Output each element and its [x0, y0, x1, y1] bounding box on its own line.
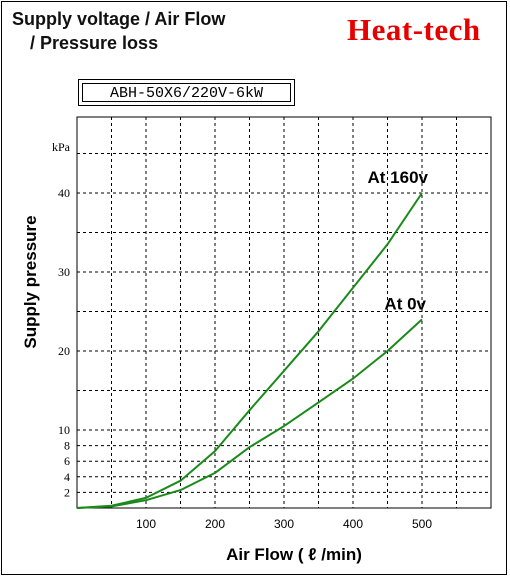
- series-line-1: [76, 318, 423, 509]
- y-tick-label: 4: [64, 470, 70, 484]
- y-axis-title: Supply pressure: [21, 215, 40, 348]
- y-unit-label: kPa: [52, 140, 71, 154]
- y-tick-label: 6: [64, 454, 70, 468]
- chart-title-line1: Supply voltage / Air Flow: [12, 9, 226, 29]
- brand-logo: Heat-tech: [347, 12, 481, 47]
- model-label-box: ABH-50X6/220V-6kW: [78, 79, 295, 106]
- x-tick-label: 400: [343, 517, 363, 531]
- series-line-0: [76, 192, 423, 509]
- y-tick-label: 30: [58, 265, 70, 279]
- y-tick-label: 8: [64, 439, 70, 453]
- x-tick-label: 300: [274, 517, 294, 531]
- x-axis-title: Air Flow ( ℓ /min): [226, 545, 362, 564]
- x-tick-label: 200: [205, 517, 225, 531]
- y-tick-label: 20: [58, 344, 70, 358]
- series-label-1: At 0v: [384, 294, 426, 313]
- x-tick-label: 100: [136, 517, 156, 531]
- y-tick-label: 2: [64, 485, 70, 499]
- y-tick-label: 10: [58, 423, 70, 437]
- series-label-0: At 160v: [368, 168, 429, 187]
- x-tick-label: 500: [412, 517, 432, 531]
- y-tick-label: 40: [58, 186, 70, 200]
- chart-title-line2: / Pressure loss: [30, 33, 159, 53]
- model-label: ABH-50X6/220V-6kW: [82, 83, 291, 102]
